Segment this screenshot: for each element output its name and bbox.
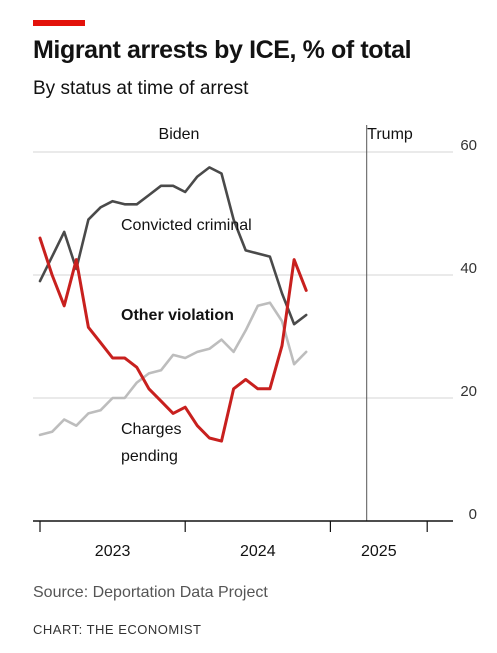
other-violation-line xyxy=(38,236,308,443)
label-convicted-criminal: Convicted criminal xyxy=(121,217,252,234)
x-axis: 2023 2024 2025 xyxy=(33,520,453,560)
label-charges-pending-line1: Charges xyxy=(121,421,181,438)
source-note: Source: Deportation Data Project xyxy=(33,584,268,601)
brand-accent-bar xyxy=(33,20,85,26)
x-tick-label-2025: 2025 xyxy=(361,543,397,560)
convicted-criminal-line xyxy=(38,166,308,326)
period-labels: Biden Trump xyxy=(159,125,413,521)
label-other-violation: Other violation xyxy=(121,307,234,324)
label-charges-pending-line2: pending xyxy=(121,448,178,465)
chart-subtitle: By status at time of arrest xyxy=(33,78,249,99)
chart-credit: CHART: THE ECONOMIST xyxy=(33,622,202,637)
charges-pending-line xyxy=(38,301,308,437)
y-tick-label: 0 xyxy=(469,506,477,523)
series-labels: Convicted criminal Other violation Charges… xyxy=(121,217,252,465)
gridlines: 0 20 40 60 xyxy=(33,137,477,523)
y-tick-label: 20 xyxy=(460,383,477,400)
x-tick-label-2024: 2024 xyxy=(240,543,276,560)
x-tick-label-2023: 2023 xyxy=(95,543,131,560)
y-tick-label: 40 xyxy=(460,260,477,277)
chart-title: Migrant arrests by ICE, % of total xyxy=(33,36,412,64)
y-tick-label: 60 xyxy=(460,137,477,154)
period-label-trump: Trump xyxy=(367,126,413,143)
line-chart: 0 20 40 60 Biden Trump Convicted criminal Oth… xyxy=(33,125,477,560)
series-lines xyxy=(38,166,308,443)
period-label-biden: Biden xyxy=(159,126,200,143)
